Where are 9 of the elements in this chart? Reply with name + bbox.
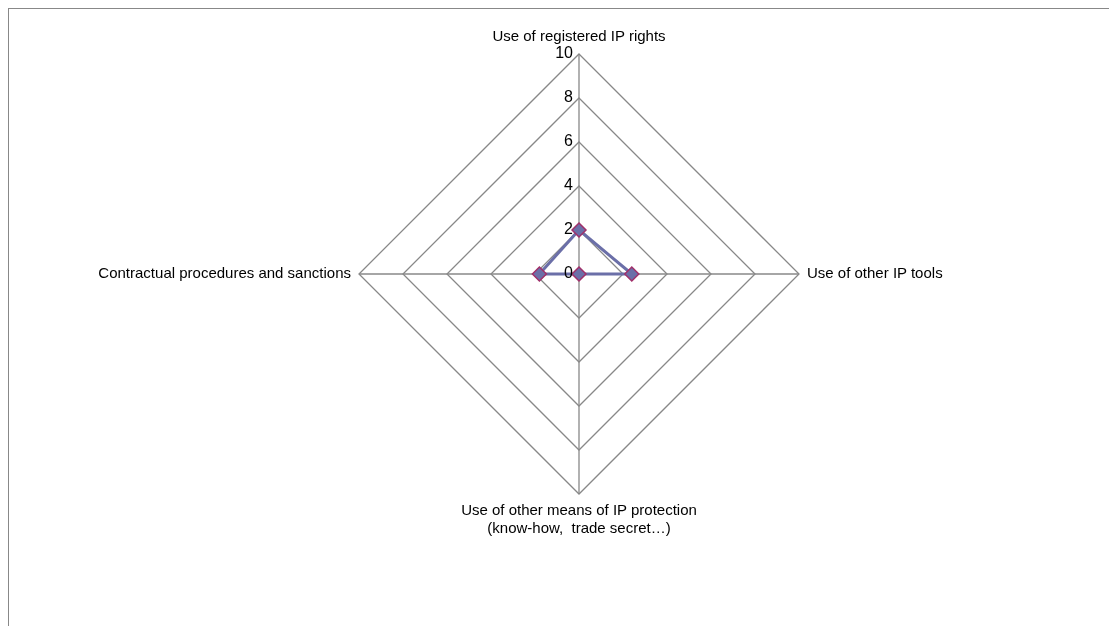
y-tick-label: 8 (564, 88, 574, 106)
spoke-label: Contractual procedures and sanctions (98, 264, 351, 282)
spoke-label: Use of other means of IP protection (know-how, trade secret…) (461, 501, 697, 537)
y-tick-label: 2 (564, 220, 574, 238)
y-tick-label: 4 (564, 176, 574, 194)
spoke-label: Use of other IP tools (807, 264, 943, 282)
y-tick-label: 6 (564, 132, 574, 150)
spoke-label: Use of registered IP rights (492, 27, 666, 45)
y-tick-label: 10 (555, 44, 574, 62)
